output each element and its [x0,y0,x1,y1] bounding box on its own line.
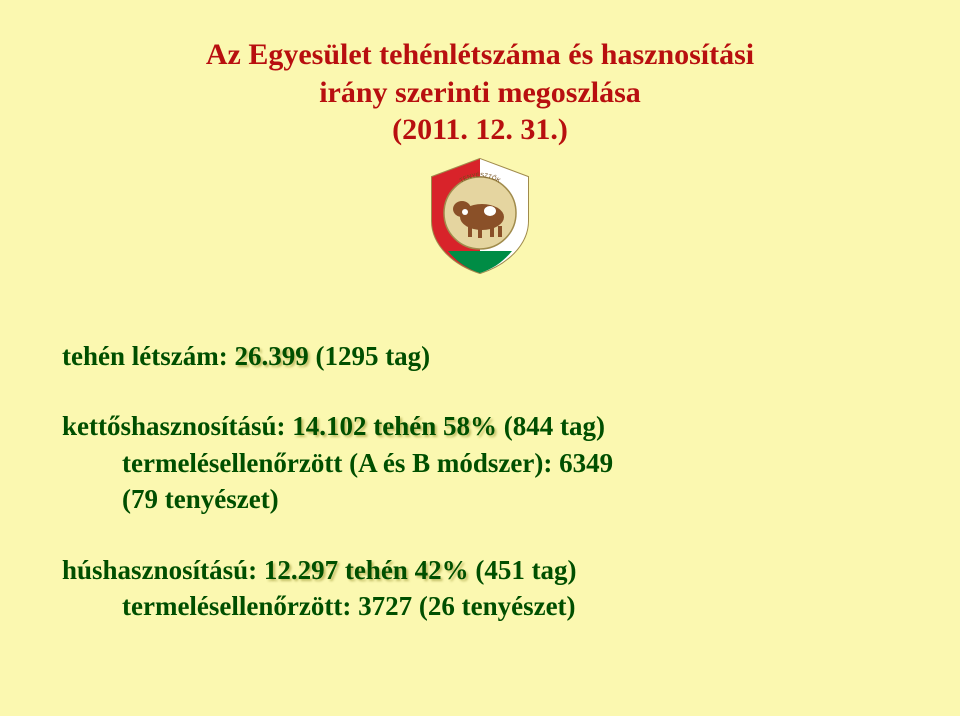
title-line-3: (2011. 12. 31.) [392,113,568,146]
beef-highlight: 12.297 tehén 42% [264,555,469,585]
total-label: tehén létszám: [62,341,234,371]
beef-label: húshasznosítású: [62,555,264,585]
total-rest: (1295 tag) [309,341,430,371]
total-highlight: 26.399 [234,341,308,371]
content-block: tehén létszám: 26.399 (1295 tag) kettősh… [62,338,898,659]
dual-label: kettőshasznosítású: [62,411,292,441]
section-dual-purpose: kettőshasznosítású: 14.102 tehén 58% (84… [62,408,898,517]
section-beef: húshasznosítású: 12.297 tehén 42% (451 t… [62,552,898,625]
title-line-2: irány szerinti megoszlása [319,76,641,109]
dual-sub1: termelésellenőrzött (A és B módszer): 63… [122,445,898,481]
dual-sub2: (79 tenyészet) [122,481,898,517]
dual-highlight: 14.102 tehén 58% [292,411,497,441]
association-logo: TENYÉSZTŐK [420,155,540,275]
section-total: tehén létszám: 26.399 (1295 tag) [62,338,898,374]
beef-rest: (451 tag) [469,555,577,585]
title-line-1: Az Egyesület tehénlétszáma és hasznosítá… [206,38,754,71]
beef-sub1: termelésellenőrzött: 3727 (26 tenyészet) [122,588,898,624]
dual-rest: (844 tag) [497,411,605,441]
slide-title: Az Egyesület tehénlétszáma és hasznosítá… [0,36,960,149]
